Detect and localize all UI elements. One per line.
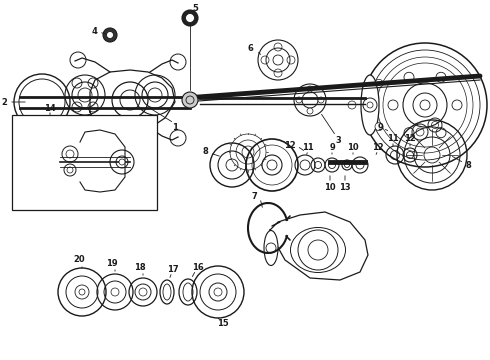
Text: 4: 4	[91, 27, 97, 36]
Text: 1: 1	[172, 122, 178, 131]
Circle shape	[348, 101, 356, 109]
Circle shape	[404, 72, 414, 82]
Ellipse shape	[160, 280, 174, 304]
Bar	[12, 115, 157, 210]
Text: 6: 6	[247, 44, 253, 53]
Text: 13: 13	[339, 183, 351, 192]
Circle shape	[79, 289, 85, 295]
Ellipse shape	[361, 75, 379, 135]
Circle shape	[404, 128, 414, 138]
Ellipse shape	[179, 279, 197, 305]
Circle shape	[186, 96, 194, 104]
Ellipse shape	[291, 228, 345, 273]
Circle shape	[182, 92, 198, 108]
Circle shape	[388, 100, 398, 110]
Text: 12: 12	[284, 140, 296, 149]
Circle shape	[214, 288, 222, 296]
Text: 11: 11	[302, 143, 314, 152]
Circle shape	[436, 128, 446, 138]
Circle shape	[296, 97, 302, 103]
Circle shape	[307, 86, 313, 92]
Circle shape	[375, 79, 383, 87]
Circle shape	[186, 14, 195, 23]
Text: 16: 16	[192, 264, 204, 273]
Ellipse shape	[264, 230, 278, 266]
Text: 3: 3	[335, 135, 341, 144]
Text: 15: 15	[217, 320, 229, 328]
Circle shape	[182, 10, 198, 26]
Circle shape	[119, 159, 125, 165]
Text: 20: 20	[73, 256, 85, 265]
Text: 8: 8	[465, 161, 471, 170]
Text: 17: 17	[167, 266, 179, 275]
Text: 12: 12	[404, 134, 416, 143]
Circle shape	[106, 32, 114, 39]
Text: 11: 11	[387, 134, 399, 143]
Circle shape	[452, 100, 462, 110]
Text: 10: 10	[347, 143, 359, 152]
Circle shape	[375, 123, 383, 131]
Text: 8: 8	[202, 147, 208, 156]
Text: 18: 18	[134, 264, 146, 273]
Circle shape	[103, 28, 117, 42]
Circle shape	[307, 108, 313, 114]
Circle shape	[318, 97, 324, 103]
Text: 7: 7	[251, 192, 257, 201]
Text: 10: 10	[324, 183, 336, 192]
Text: 19: 19	[106, 260, 118, 269]
Text: 12: 12	[372, 143, 384, 152]
Text: 9: 9	[329, 143, 335, 152]
Text: 9: 9	[377, 122, 383, 131]
Circle shape	[436, 72, 446, 82]
Text: 14: 14	[44, 104, 56, 112]
Text: 2: 2	[1, 98, 7, 107]
Text: 5: 5	[192, 4, 198, 13]
